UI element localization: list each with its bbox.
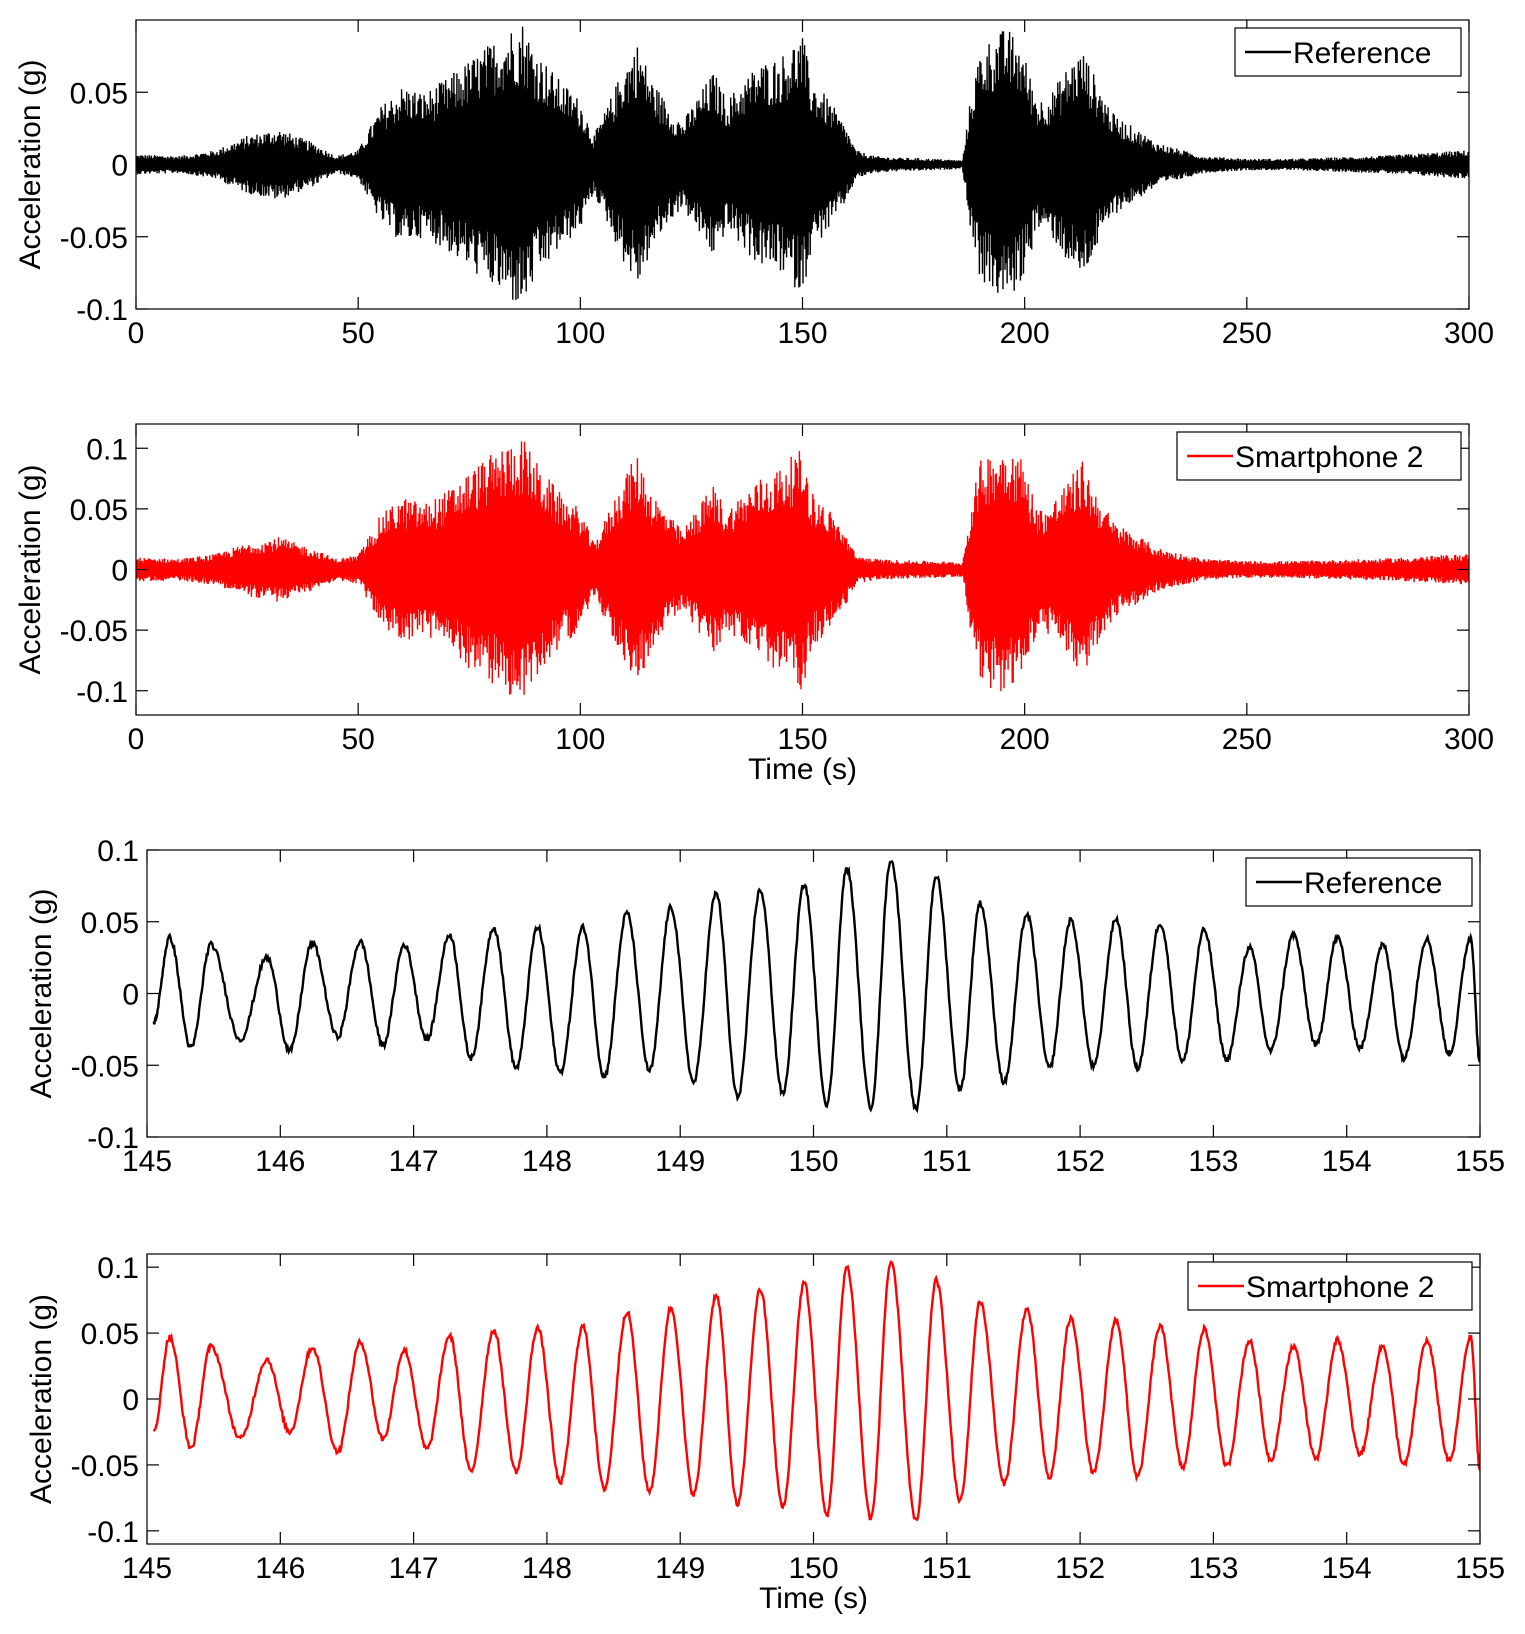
legend: Smartphone 2	[1187, 1261, 1473, 1311]
x-tick-label: 147	[389, 1552, 439, 1585]
y-tick-label: -0.1	[76, 676, 128, 709]
y-tick-label: 0	[122, 1384, 139, 1417]
x-tick-label: 145	[122, 1145, 172, 1178]
legend: Reference	[1245, 857, 1473, 907]
y-tick-label: -0.1	[87, 1122, 139, 1155]
y-axis-label: Acceleration (g)	[25, 1294, 58, 1504]
x-tick-label: 151	[922, 1145, 972, 1178]
x-tick-label: 150	[777, 317, 827, 350]
x-tick-label: 100	[555, 723, 605, 756]
y-tick-label: 0.05	[70, 494, 128, 527]
x-tick-label: 0	[128, 317, 145, 350]
y-axis-label: Acceleration (g)	[14, 464, 47, 674]
y-tick-label: 0	[111, 150, 128, 183]
x-tick-label: 145	[122, 1552, 172, 1585]
x-tick-label: 50	[341, 317, 374, 350]
y-axis-label: Acceleration (g)	[25, 888, 58, 1098]
legend: Reference	[1234, 27, 1462, 77]
y-tick-label: 0.1	[97, 835, 139, 868]
chart-panel-3: 145 146 147 148 149 150 151 152 153 154 155 -0.1 -0.…	[25, 835, 1505, 1178]
x-tick-label: 148	[522, 1145, 572, 1178]
y-axis-label: Acceleration (g)	[14, 59, 47, 269]
x-tick-label: 300	[1444, 317, 1494, 350]
x-tick-label: 149	[655, 1552, 705, 1585]
x-tick-label: 250	[1222, 317, 1272, 350]
y-tick-label: 0	[122, 979, 139, 1012]
y-tick-label: 0.05	[81, 907, 139, 940]
legend-box	[1187, 1261, 1473, 1311]
x-tick-label: 154	[1322, 1145, 1372, 1178]
x-tick-label: 150	[777, 723, 827, 756]
y-tick-label: 0.05	[81, 1318, 139, 1351]
x-tick-label: 0	[128, 723, 145, 756]
y-tick-label: -0.05	[71, 1450, 139, 1483]
x-tick-label: 149	[655, 1145, 705, 1178]
y-tick-label: -0.05	[71, 1050, 139, 1083]
x-axis-label: Time (s)	[748, 753, 857, 786]
y-tick-label: 0.1	[97, 1252, 139, 1285]
legend-label: Reference	[1293, 37, 1431, 70]
x-tick-label: 155	[1455, 1552, 1505, 1585]
x-tick-label: 153	[1188, 1145, 1238, 1178]
series-line-reference	[152, 859, 1480, 1114]
y-tick-label: 0	[111, 555, 128, 588]
y-tick-label: 0.1	[86, 433, 128, 466]
x-axis-label: Time (s)	[759, 1582, 868, 1615]
chart-panel-1: 0 50 100 150 200 250 300 -0.1 -0.05 0 0.05 Accelera…	[14, 19, 1494, 350]
series-line-reference	[136, 26, 1469, 301]
x-tick-label: 152	[1055, 1145, 1105, 1178]
x-tick-label: 200	[1000, 317, 1050, 350]
x-tick-label: 300	[1444, 723, 1494, 756]
y-tick-label: -0.1	[87, 1516, 139, 1549]
x-tick-label: 200	[1000, 723, 1050, 756]
x-tick-label: 50	[341, 723, 374, 756]
legend-label: Smartphone 2	[1246, 1271, 1434, 1304]
x-tick-label: 150	[788, 1145, 838, 1178]
chart-panel-2: 0 50 100 150 200 250 300 -0.1 -0.05 0 0.05 0.1 Accel…	[14, 423, 1494, 786]
x-tick-label: 152	[1055, 1552, 1105, 1585]
y-tick-label: -0.1	[76, 294, 128, 327]
y-tick-label: -0.05	[60, 615, 128, 648]
chart-panel-4: 145 146 147 148 149 150 151 152 153 154 155 -0.1 -0.…	[25, 1252, 1505, 1615]
legend-label: Smartphone 2	[1235, 441, 1423, 474]
y-tick-label: 0.05	[70, 77, 128, 110]
x-tick-label: 100	[555, 317, 605, 350]
series-line-smartphone-2	[152, 1260, 1480, 1522]
x-tick-label: 146	[255, 1552, 305, 1585]
x-tick-label: 146	[255, 1145, 305, 1178]
x-tick-label: 147	[389, 1145, 439, 1178]
legend: Smartphone 2	[1176, 431, 1462, 481]
y-tick-label: -0.05	[60, 222, 128, 255]
x-tick-label: 151	[922, 1552, 972, 1585]
x-tick-label: 153	[1188, 1552, 1238, 1585]
x-tick-label: 250	[1222, 723, 1272, 756]
legend-label: Reference	[1304, 867, 1442, 900]
x-tick-label: 150	[788, 1552, 838, 1585]
series-line-smartphone-2	[136, 441, 1469, 695]
x-tick-label: 148	[522, 1552, 572, 1585]
x-tick-label: 154	[1322, 1552, 1372, 1585]
x-tick-label: 155	[1455, 1145, 1505, 1178]
